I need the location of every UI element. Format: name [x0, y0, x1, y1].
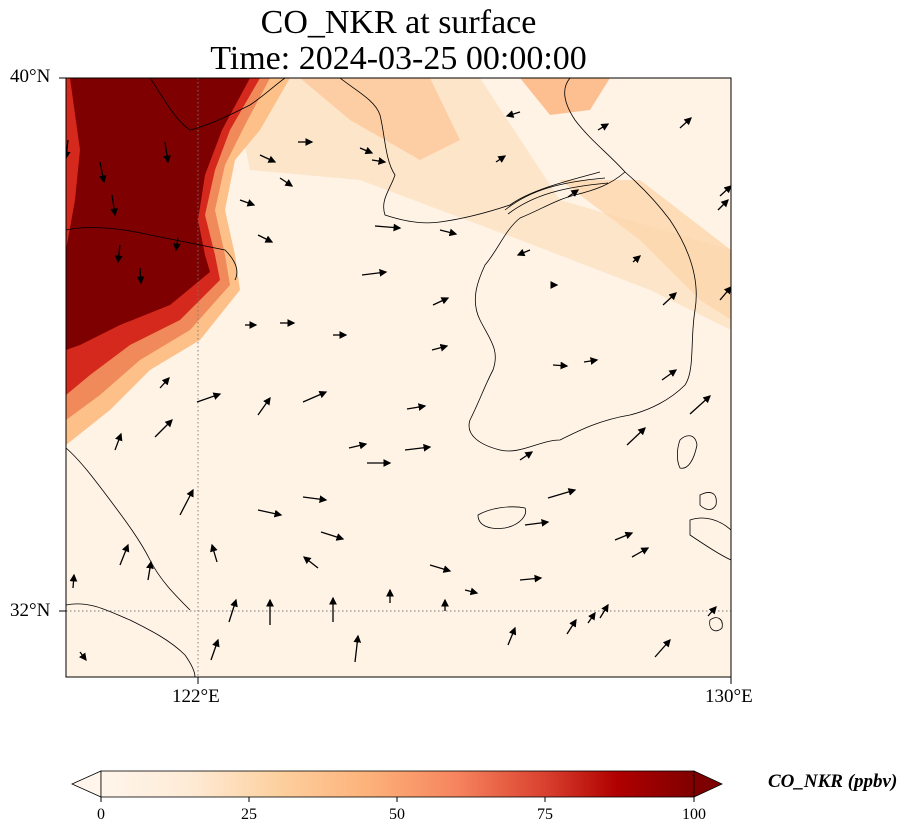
lon-label-130e: 130°E	[705, 686, 753, 707]
wind-arrow	[320, 531, 345, 541]
wind-arrow	[567, 189, 580, 198]
graticule	[66, 78, 731, 677]
wind-arrow	[717, 199, 729, 211]
wind-arrow	[689, 395, 711, 415]
wind-arrow	[404, 443, 432, 452]
wind-arrow	[302, 556, 319, 569]
wind-arrow	[110, 194, 118, 217]
wind-arrow	[114, 432, 123, 451]
wind-arrow	[78, 651, 87, 662]
wind-arrow	[505, 110, 521, 118]
wind-arrow	[439, 228, 458, 237]
wind-arrow	[257, 509, 283, 518]
wind-arrow	[353, 634, 362, 663]
colorbar-label: CO_NKR (ppbv)	[768, 771, 898, 792]
wind-arrow	[159, 377, 170, 389]
wind-arrow	[626, 427, 646, 446]
wind-arrow	[374, 223, 402, 232]
wind-arrow	[146, 560, 154, 581]
wind-arrow	[154, 419, 173, 438]
colorbar-tick-25: 25	[241, 806, 257, 823]
wind-arrow	[519, 451, 534, 461]
wind-arrow	[719, 286, 731, 301]
wind-arrow	[239, 199, 256, 207]
colorbar-gradient	[100, 770, 695, 798]
wind-arrow	[302, 495, 328, 504]
wind-arrow	[661, 369, 678, 381]
wind-arrow	[719, 185, 731, 197]
lat-label-32n: 32°N	[10, 600, 51, 621]
wind-arrow	[361, 268, 388, 277]
wind-arrow	[707, 606, 717, 617]
coastlines	[66, 78, 731, 677]
wind-arrow	[519, 574, 543, 583]
wind-arrow	[257, 396, 271, 416]
concentration-field	[66, 78, 731, 677]
wind-arrow	[348, 441, 368, 450]
axis-ticks	[59, 77, 732, 684]
colorbar-tick-50: 50	[389, 806, 405, 823]
wind-arrow	[566, 618, 577, 635]
colorbar	[71, 770, 723, 802]
wind-arrow	[302, 391, 328, 403]
wind-arrow	[516, 248, 531, 257]
wind-arrow	[614, 531, 634, 541]
wind-arrow	[597, 123, 610, 131]
colorbar-tick-100: 100	[682, 806, 706, 823]
lat-label-40n: 40°N	[10, 66, 51, 87]
colorbar-tick-75: 75	[537, 806, 553, 823]
wind-arrow	[210, 638, 220, 661]
map-title: CO_NKR at surface	[260, 4, 537, 41]
wind-arrow	[228, 598, 238, 623]
wind-arrow	[587, 611, 596, 624]
wind-arrow	[163, 141, 171, 164]
wind-arrow	[179, 488, 194, 516]
wind-arrow	[210, 543, 218, 563]
wind-arrow	[654, 639, 671, 658]
wind-arrow	[495, 155, 507, 163]
wind-arrow	[114, 244, 123, 264]
wind-arrow	[98, 161, 107, 184]
wind-arrow	[69, 573, 78, 589]
wind-arrow	[662, 292, 677, 306]
wind-arrow	[547, 488, 577, 499]
wind-arrow	[432, 297, 450, 306]
wind-arrow	[371, 157, 387, 165]
colorbar-extend-min	[71, 770, 102, 798]
wind-arrow	[431, 343, 449, 352]
map-time-subtitle: Time: 2024-03-25 00:00:00	[210, 40, 587, 77]
wind-arrow	[279, 177, 294, 187]
wind-arrow	[552, 361, 569, 370]
wind-arrow	[631, 547, 650, 558]
wind-arrow	[524, 518, 550, 527]
wind-arrow	[119, 543, 130, 566]
wind-arrow	[257, 234, 274, 243]
lon-label-122e: 122°E	[172, 686, 220, 707]
wind-arrow	[196, 392, 222, 403]
map-frame	[65, 77, 732, 678]
wind-arrow	[583, 357, 599, 365]
wind-arrow	[507, 626, 517, 646]
wind-arrow	[679, 117, 692, 129]
wind-arrow	[173, 237, 181, 252]
wind-arrow	[599, 603, 609, 619]
wind-arrow	[429, 564, 452, 573]
colorbar-tick-0: 0	[97, 806, 105, 823]
wind-arrow	[464, 587, 479, 596]
colorbar-extend-max	[693, 770, 723, 798]
wind-vectors	[66, 110, 731, 663]
wind-arrow	[359, 146, 374, 155]
wind-arrow	[632, 255, 641, 264]
wind-arrow	[406, 403, 427, 411]
wind-arrow	[136, 267, 145, 285]
wind-arrow	[259, 154, 277, 163]
